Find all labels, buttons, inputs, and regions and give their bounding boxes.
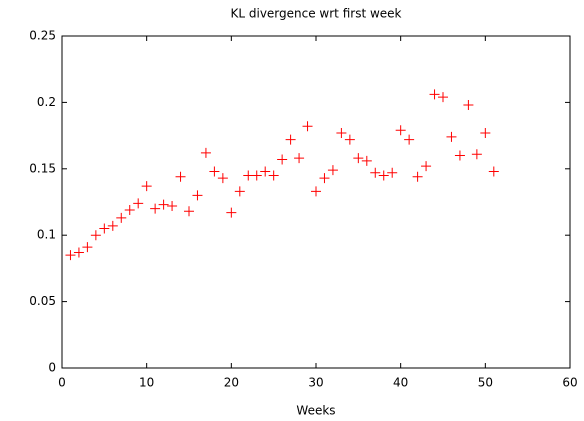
marker: [404, 134, 415, 145]
marker: [65, 250, 76, 261]
marker: [353, 153, 364, 164]
marker: [158, 199, 169, 210]
x-tick-label: 60: [562, 376, 577, 390]
marker: [421, 161, 432, 172]
marker: [378, 170, 389, 181]
marker: [209, 166, 220, 177]
x-tick-label: 20: [224, 376, 239, 390]
chart-title: KL divergence wrt first week: [231, 7, 402, 21]
marker: [82, 242, 93, 253]
marker: [124, 204, 135, 215]
y-tick-label: 0.15: [29, 161, 56, 175]
marker: [141, 181, 152, 192]
marker: [395, 125, 406, 136]
marker: [268, 170, 279, 181]
marker: [488, 166, 499, 177]
marker: [99, 223, 110, 234]
marker: [344, 134, 355, 145]
marker: [446, 131, 457, 142]
x-tick-label: 50: [478, 376, 493, 390]
marker: [217, 173, 228, 184]
marker: [471, 149, 482, 160]
marker: [116, 212, 127, 223]
marker: [412, 171, 423, 182]
marker: [200, 147, 211, 158]
marker: [387, 167, 398, 178]
marker: [175, 171, 186, 182]
x-tick-label: 30: [308, 376, 323, 390]
x-tick-label: 40: [393, 376, 408, 390]
x-tick-label: 10: [139, 376, 154, 390]
marker: [302, 121, 313, 132]
marker: [454, 150, 465, 161]
y-tick-label: 0.2: [37, 95, 56, 109]
plot-area: [61, 35, 571, 369]
y-tick-label: 0.25: [29, 29, 56, 43]
marker: [327, 165, 338, 176]
marker: [260, 166, 271, 177]
marker: [319, 173, 330, 184]
marker: [243, 170, 254, 181]
marker: [251, 170, 262, 181]
marker: [150, 203, 161, 214]
marker: [73, 247, 84, 258]
marker: [438, 92, 448, 103]
marker: [361, 155, 372, 166]
marker: [429, 89, 440, 100]
marker: [133, 198, 144, 209]
marker: [184, 206, 194, 217]
y-tick-label: 0: [48, 361, 56, 375]
x-tick-label: 0: [58, 376, 66, 390]
y-tick-label: 0.1: [37, 228, 56, 242]
marker: [463, 100, 474, 111]
marker: [167, 200, 178, 211]
marker: [336, 127, 347, 138]
marker: [370, 167, 381, 178]
marker: [90, 230, 101, 241]
marker: [311, 186, 321, 197]
marker: [234, 186, 245, 197]
marker: [294, 153, 305, 164]
x-axis-label: Weeks: [296, 404, 335, 418]
marker: [226, 207, 237, 218]
marker: [277, 154, 288, 165]
marker: [192, 190, 203, 201]
marker: [285, 134, 296, 145]
marker: [480, 127, 491, 138]
marker: [107, 220, 118, 231]
y-tick-label: 0.05: [29, 294, 56, 308]
